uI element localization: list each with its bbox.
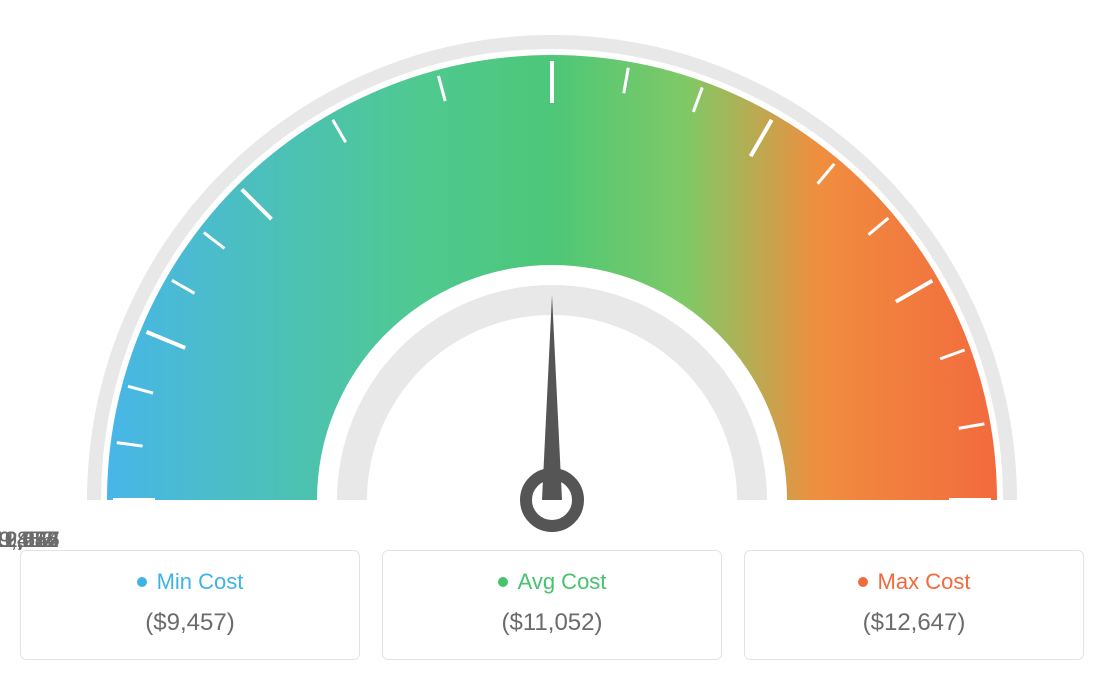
- summary-cards: Min Cost ($9,457) Avg Cost ($11,052) Max…: [20, 550, 1084, 660]
- cost-gauge: $9,457$9,856$10,255$11,052$11,584$12,116…: [20, 20, 1084, 540]
- max-cost-card: Max Cost ($12,647): [744, 550, 1084, 660]
- min-cost-dot: [137, 577, 147, 587]
- min-cost-title: Min Cost: [137, 569, 244, 595]
- max-cost-value: ($12,647): [755, 609, 1073, 637]
- avg-cost-title: Avg Cost: [498, 569, 607, 595]
- min-cost-value: ($9,457): [31, 609, 349, 637]
- gauge-svg: [20, 20, 1084, 540]
- avg-cost-value: ($11,052): [393, 609, 711, 637]
- avg-cost-dot: [498, 577, 508, 587]
- max-cost-title: Max Cost: [858, 569, 971, 595]
- min-cost-card: Min Cost ($9,457): [20, 550, 360, 660]
- max-cost-dot: [858, 577, 868, 587]
- avg-cost-card: Avg Cost ($11,052): [382, 550, 722, 660]
- avg-cost-title-text: Avg Cost: [518, 569, 607, 595]
- max-cost-title-text: Max Cost: [878, 569, 971, 595]
- gauge-tick-label: $12,647: [0, 527, 60, 553]
- min-cost-title-text: Min Cost: [157, 569, 244, 595]
